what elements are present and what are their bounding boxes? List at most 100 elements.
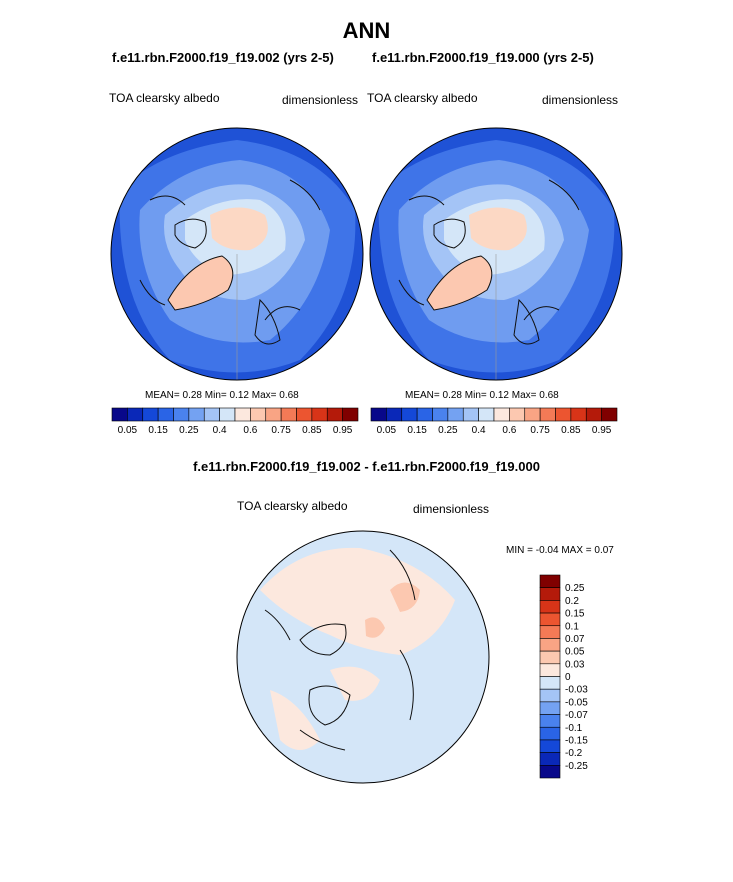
diff-colorbar-swatch xyxy=(539,650,561,665)
panel1-min-value: 0.12 xyxy=(229,390,249,401)
panel1-title: f.e11.rbn.F2000.f19_f19.002 (yrs 2-5) xyxy=(112,50,334,65)
diff-max-label: MAX = xyxy=(561,545,592,556)
diff-colorbar-swatch xyxy=(539,688,561,703)
panel1-colorbar-swatch xyxy=(203,407,220,422)
diff-colorbar-tick-label: -0.07 xyxy=(565,710,588,721)
panel1-colorbar-tick-label: 0.25 xyxy=(179,425,199,436)
panel1-colorbar-tick-label: 0.05 xyxy=(118,425,138,436)
panel2-colorbar: 0.05 0.15 0.25 0.4 0.6 0.75 0.85 0.95 xyxy=(370,407,618,436)
panel1-map-border xyxy=(110,127,364,381)
diff-max-value: 0.07 xyxy=(594,545,614,556)
main-title: ANN xyxy=(342,18,391,43)
panel2-stats: MEAN= 0.28 Min= 0.12 Max= 0.68 xyxy=(405,390,559,401)
diff-colorbar-tick-label: 0.25 xyxy=(565,583,585,594)
panel2-colorbar-swatch xyxy=(478,407,495,422)
panel2-colorbar-tick-label: 0.85 xyxy=(561,425,581,436)
diff-colorbar-swatch xyxy=(539,676,561,690)
panel1-colorbar-tick-label: 0.75 xyxy=(271,425,291,436)
panel1-left-label: TOA clearsky albedo xyxy=(109,91,220,105)
panel2-min-value: 0.12 xyxy=(489,390,509,401)
diff-colorbar-tick-label: -0.03 xyxy=(565,685,588,696)
panel2-title: f.e11.rbn.F2000.f19_f19.000 (yrs 2-5) xyxy=(372,50,594,65)
panel2-right-label: dimensionless xyxy=(542,93,619,107)
panel1-colorbar-swatch xyxy=(188,407,205,422)
panel1-mean-value: 0.28 xyxy=(182,390,202,401)
diff-colorbar-tick-label: -0.1 xyxy=(565,723,583,734)
panel2-colorbar-swatch xyxy=(416,407,433,422)
panel2-colorbar-tick-label: 0.25 xyxy=(438,425,458,436)
panel1-colorbar-swatch xyxy=(296,407,313,422)
diff-colorbar-swatch xyxy=(539,612,561,627)
panel2-field xyxy=(370,128,622,380)
panel1-colorbar: 0.05 0.15 0.25 0.4 0.6 0.75 0.85 0.95 xyxy=(111,407,359,436)
panel2-map xyxy=(369,127,623,381)
panel1-mean-label: MEAN= xyxy=(145,390,180,401)
panel1-colorbar-swatch xyxy=(311,407,328,422)
diff-colorbar-swatch xyxy=(539,625,561,639)
diff-colorbar-tick-label: 0.05 xyxy=(565,647,585,658)
diff-stats: MIN = -0.04 MAX = 0.07 xyxy=(506,545,614,556)
panel1-colorbar-swatch xyxy=(265,407,282,422)
panel1-right-label: dimensionless xyxy=(282,93,359,107)
panel2-colorbar-swatch xyxy=(539,407,556,422)
panel1-colorbar-tick-label: 0.4 xyxy=(213,425,227,436)
diff-min-value: -0.04 xyxy=(535,545,559,556)
diff-colorbar-tick-label: 0 xyxy=(565,672,571,683)
panel1-colorbar-swatch xyxy=(280,407,297,422)
panel1-field xyxy=(111,128,363,380)
diff-left-label: TOA clearsky albedo xyxy=(237,499,348,513)
panel1-colorbar-swatch xyxy=(234,407,251,422)
panel1-colorbar-swatch xyxy=(219,407,236,422)
diff-colorbar-swatch xyxy=(539,663,561,677)
diff-colorbar-tick-label: -0.25 xyxy=(565,761,588,772)
diff-colorbar-swatch xyxy=(539,701,561,715)
panel2-max-value: 0.68 xyxy=(539,390,559,401)
diff-colorbar-swatch xyxy=(539,739,561,753)
panel2-colorbar-tick-label: 0.95 xyxy=(592,425,612,436)
diff-colorbar-tick-label: -0.15 xyxy=(565,735,588,746)
diff-map-border xyxy=(236,530,490,784)
panel2-colorbar-tick-label: 0.05 xyxy=(377,425,397,436)
diff-colorbar-tick-label: 0.07 xyxy=(565,634,585,645)
panel2-colorbar-swatch xyxy=(555,407,572,422)
panel2-colorbar-swatch xyxy=(524,407,541,422)
panel1-colorbar-swatch xyxy=(127,407,144,422)
diff-field xyxy=(237,531,489,783)
panel1-colorbar-swatch xyxy=(157,407,174,422)
diff-colorbar-tick-label: -0.05 xyxy=(565,697,588,708)
panel2-colorbar-tick-label: 0.6 xyxy=(502,425,516,436)
panel2-colorbar-tick-label: 0.75 xyxy=(530,425,550,436)
diff-colorbar-swatch xyxy=(539,765,561,779)
diff-right-label: dimensionless xyxy=(413,502,490,516)
panel2-map-border xyxy=(369,127,623,381)
panel1-stats: MEAN= 0.28 Min= 0.12 Max= 0.68 xyxy=(145,390,299,401)
diff-title: f.e11.rbn.F2000.f19_f19.002 - f.e11.rbn.… xyxy=(193,459,540,474)
panel2-colorbar-swatch xyxy=(370,407,387,422)
diff-colorbar-swatch xyxy=(539,600,561,614)
diff-colorbar-swatch xyxy=(539,714,561,728)
diff-colorbar-tick-label: 0.2 xyxy=(565,596,579,607)
diff-colorbar-tick-label: 0.1 xyxy=(565,621,579,632)
diff-colorbar-swatch xyxy=(539,726,561,741)
panel1-max-value: 0.68 xyxy=(279,390,299,401)
diff-colorbar-tick-label: -0.2 xyxy=(565,748,583,759)
panel2-colorbar-swatch xyxy=(493,407,510,422)
panel2-colorbar-swatch xyxy=(601,407,618,422)
diff-colorbar-swatch xyxy=(539,587,561,601)
panel2-colorbar-swatch xyxy=(462,407,479,422)
panel1-colorbar-swatch xyxy=(342,407,359,422)
diff-colorbar-swatch xyxy=(539,638,561,652)
panel2-mean-label: MEAN= xyxy=(405,390,440,401)
panel2-colorbar-swatch xyxy=(509,407,526,422)
diff-colorbar-tick-label: 0.03 xyxy=(565,659,585,670)
panel2-mean-value: 0.28 xyxy=(442,390,462,401)
panel1-colorbar-swatch xyxy=(250,407,267,422)
panel2-min-label: Min= xyxy=(464,390,487,401)
panel2-colorbar-tick-label: 0.4 xyxy=(472,425,486,436)
diff-colorbar-tick-label: 0.15 xyxy=(565,609,585,620)
panel1-min-label: Min= xyxy=(204,390,227,401)
panel1-colorbar-swatch xyxy=(326,407,343,422)
panel1-map xyxy=(110,127,364,381)
diff-min-label: MIN = xyxy=(506,545,533,556)
